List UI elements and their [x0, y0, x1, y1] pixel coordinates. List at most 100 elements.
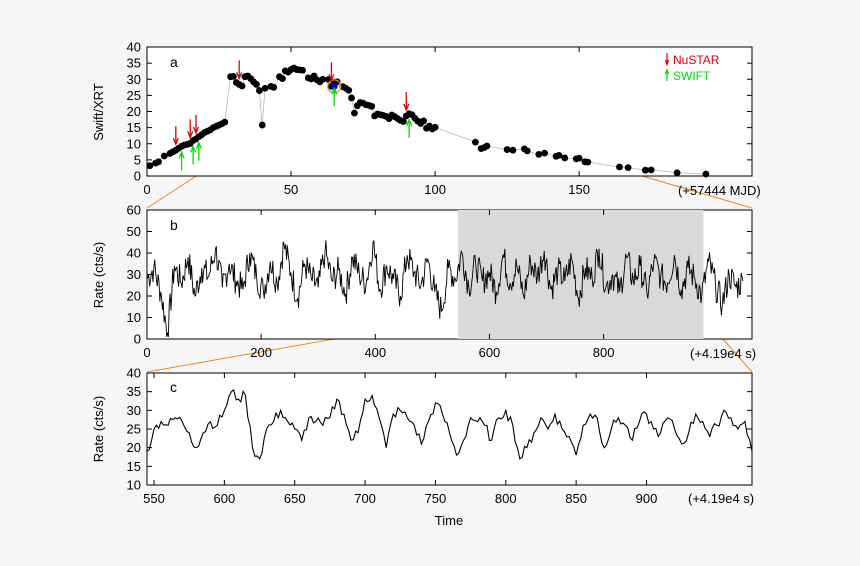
panel-c-ticks: 550 600 650 700 750 800 850 900 10 15 20 25 30 35 40	[127, 366, 752, 506]
swift-epoch-arrowhead	[331, 86, 338, 95]
panel-b-xtick-label: 800	[593, 345, 615, 360]
panel-c-xtick-label: 850	[565, 491, 587, 506]
panel-a-xtick-label: 100	[424, 182, 446, 197]
panel-c-xtick-label: 650	[284, 491, 306, 506]
panel-c-ytick-label: 40	[127, 366, 141, 381]
panel-c-xtick-label: 600	[214, 491, 236, 506]
panel-a-frame	[146, 46, 753, 177]
nustar-epoch-arrowhead	[403, 103, 410, 112]
panel-c-xtick-label: 750	[425, 491, 447, 506]
panel-b-ytick-label: 50	[127, 224, 141, 239]
panel-c-ytick-label: 35	[127, 384, 141, 399]
panel-a-data-point	[561, 154, 569, 162]
panel-b-xtick-label: 0	[143, 345, 150, 360]
panel-a-data-point	[270, 83, 278, 91]
panel-c-letter: c	[170, 379, 177, 395]
swift-epoch-arrowhead	[406, 118, 413, 127]
panel-a-data-point	[279, 75, 286, 83]
panel-a-data-point	[400, 118, 407, 125]
panel-a-data-point	[345, 86, 353, 94]
legend: NuSTAR SWIFT	[664, 53, 720, 83]
panel-c-frame	[146, 372, 753, 486]
nustar-epoch-arrowhead	[172, 137, 179, 146]
panel-a-data-point	[255, 87, 263, 94]
panel-a-data-point	[155, 158, 162, 166]
panel-a-data-point	[348, 94, 355, 102]
panel-c-xtick-label: 800	[495, 491, 517, 506]
panel-a-highlight-point	[330, 82, 338, 90]
panel-b-lightcurve: 0 200 400 600 800 0 10 20 30 40 50 60 b Rate (cts/s…	[91, 203, 756, 362]
legend-swift-label: SWIFT	[673, 69, 711, 83]
panel-a-data-point	[431, 123, 439, 131]
panel-c-ytick-label: 10	[127, 478, 141, 493]
panel-b-letter: b	[170, 217, 178, 233]
panel-a-ytick-label: 0	[134, 169, 141, 184]
panel-b-plot-area	[146, 210, 744, 339]
panel-c-lightcurve: 550 600 650 700 750 800 850 900 10 15 20 25 30 35 40 c…	[91, 366, 754, 529]
panel-b-ytick-label: 20	[127, 289, 141, 304]
panel-a-xtick-label: 150	[568, 182, 590, 197]
panel-a-data-point	[368, 102, 376, 110]
panel-a-ytick-label: 5	[134, 152, 141, 167]
swift-epoch-arrowhead	[189, 144, 197, 153]
panel-a-data-point	[299, 66, 306, 74]
panel-a-data-point	[702, 170, 710, 178]
panel-c-ytick-label: 15	[127, 459, 141, 474]
panel-c-x-offset-label: (+4.19e4 s)	[688, 491, 754, 506]
panel-a-ytick-label: 20	[127, 104, 141, 119]
panel-c-ylabel: Rate (cts/s)	[91, 396, 106, 462]
panel-b-ytick-label: 10	[127, 310, 141, 325]
panel-a-data-point	[673, 169, 681, 177]
panel-c-plot-area	[146, 389, 753, 460]
panel-a-plot-area	[146, 60, 710, 178]
panel-c-rate-curve	[146, 389, 753, 460]
panel-c-ytick-label: 20	[127, 440, 141, 455]
panel-a-xtick-label: 0	[143, 182, 150, 197]
panel-a-data-point	[647, 166, 655, 174]
panel-a-data-point	[420, 117, 427, 125]
panel-a-data-point	[535, 150, 543, 158]
panel-b-xtick-label: 600	[479, 345, 501, 360]
nustar-epoch-arrowhead	[328, 74, 335, 83]
panel-b-zoom-region	[458, 210, 704, 339]
panel-a-data-point	[584, 158, 592, 166]
panel-a-data-point	[261, 84, 269, 92]
panel-a-data-point	[555, 151, 563, 159]
swift-epoch-arrowhead	[195, 140, 202, 149]
panel-c-xtick-label: 700	[354, 491, 376, 506]
panel-a-data-point	[160, 152, 168, 160]
panel-a-ytick-label: 25	[127, 88, 141, 103]
panel-b-ytick-label: 40	[127, 246, 141, 261]
panel-c-ytick-label: 25	[127, 422, 141, 437]
panel-a-data-point	[642, 166, 649, 174]
panel-a-letter: a	[170, 54, 178, 70]
panel-a-data-point	[351, 109, 358, 117]
panel-b-ytick-label: 30	[127, 267, 141, 282]
panel-a-data-point	[146, 162, 154, 170]
panel-c-xtick-label: 900	[636, 491, 658, 506]
panel-a-data-point	[221, 118, 229, 126]
legend-nustar-arrowhead-icon	[664, 59, 670, 67]
panel-a-data-point	[253, 81, 260, 88]
panel-a-data-point	[503, 146, 511, 153]
nustar-epoch-arrowhead	[187, 131, 194, 140]
panel-b-rate-curve	[146, 239, 744, 337]
panel-a-data-point	[616, 163, 623, 171]
panel-b-xtick-label: 400	[364, 345, 386, 360]
panel-a-ytick-label: 35	[127, 56, 141, 71]
panel-a-data-point	[575, 154, 583, 162]
panel-b-xtick-label: 200	[250, 345, 272, 360]
panel-a-ytick-label: 40	[127, 40, 141, 55]
legend-swift-arrowhead-icon	[664, 67, 670, 75]
panel-b-ylabel: Rate (cts/s)	[91, 242, 106, 308]
panel-c-ytick-label: 30	[127, 403, 141, 418]
panel-b-ytick-label: 0	[134, 332, 141, 347]
panel-a-xtick-label: 50	[284, 182, 298, 197]
panel-c-xtick-label: 550	[143, 491, 165, 506]
panel-a-x-offset-label: (+57444 MJD)	[678, 183, 761, 198]
panel-a-data-point	[624, 164, 632, 172]
panel-a-data-point	[472, 138, 479, 146]
